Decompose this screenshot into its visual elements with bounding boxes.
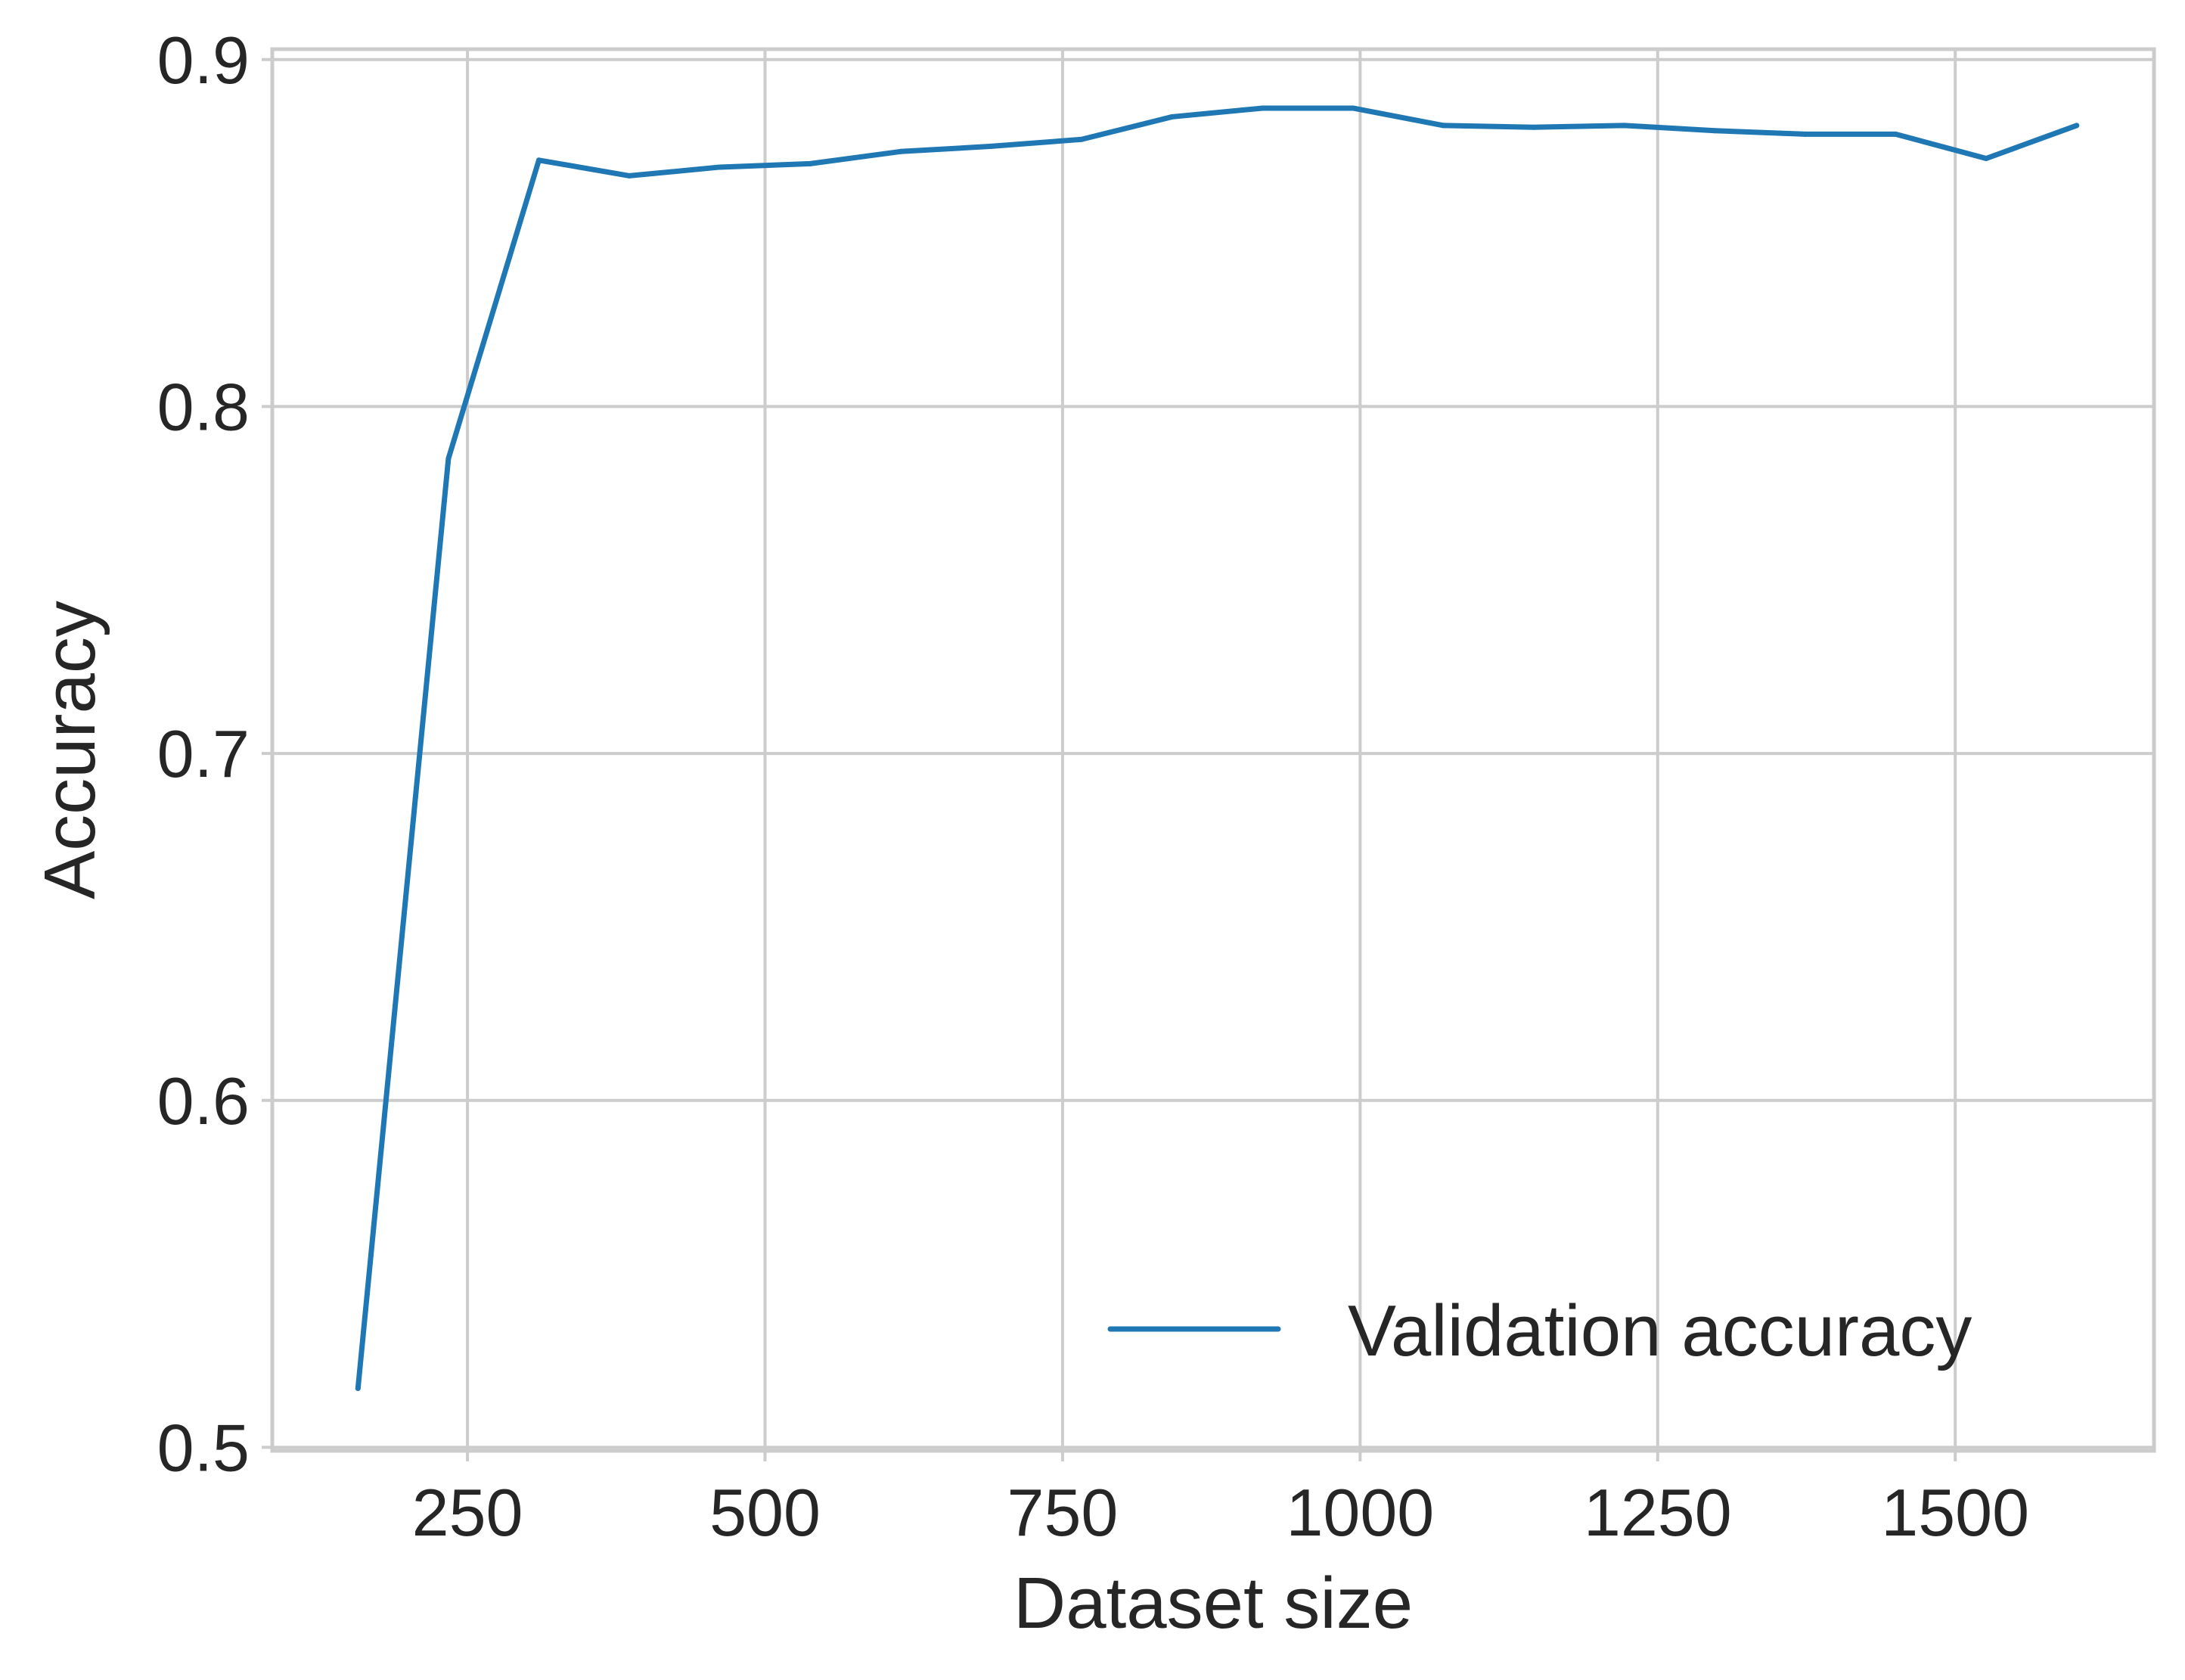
data-point-0-18: [1983, 155, 1989, 161]
y-tick-label-0.6: 0.6: [157, 1064, 250, 1138]
y-axis-label: Accuracy: [29, 601, 110, 899]
data-point-0-12: [1441, 123, 1447, 129]
data-point-0-9: [1169, 113, 1175, 120]
data-point-0-16: [1802, 131, 1808, 137]
y-tick-label-0.7: 0.7: [157, 716, 250, 791]
axis-labels-layer: Dataset size Accuracy: [29, 601, 1413, 1644]
series-line-0: [355, 105, 2080, 1391]
x-axis-label: Dataset size: [1013, 1563, 1413, 1644]
legend-label: Validation accuracy: [1348, 1290, 1972, 1371]
x-tick-label-1000: 1000: [1286, 1475, 1434, 1550]
x-tick-label-750: 750: [1007, 1475, 1119, 1550]
data-point-0-5: [807, 160, 813, 166]
legend: Validation accuracy: [1107, 1290, 1972, 1371]
grid-layer: [272, 49, 2154, 1451]
x-tick-label-250: 250: [412, 1475, 523, 1550]
data-point-0-15: [1712, 128, 1718, 134]
x-tick-label-1250: 1250: [1584, 1475, 1732, 1550]
data-point-0-4: [717, 164, 723, 170]
data-point-0-13: [1531, 124, 1537, 130]
data-point-0-17: [1893, 131, 1899, 137]
data-point-0-2: [536, 157, 542, 163]
x-tick-label-500: 500: [709, 1475, 821, 1550]
series-layer: [355, 105, 2080, 1391]
data-point-0-7: [989, 143, 995, 149]
y-tick-label-0.9: 0.9: [157, 23, 250, 98]
data-point-0-0: [355, 1385, 361, 1391]
y-tick-label-0.8: 0.8: [157, 369, 250, 444]
data-point-0-19: [2074, 123, 2080, 129]
data-point-0-10: [1259, 105, 1265, 111]
data-point-0-11: [1350, 105, 1356, 111]
data-point-0-6: [898, 148, 904, 154]
plot-border: [270, 47, 2156, 1453]
y-tick-label-0.5: 0.5: [157, 1410, 250, 1485]
data-point-0-14: [1622, 123, 1628, 129]
data-point-0-3: [626, 172, 632, 179]
x-tick-label-1500: 1500: [1881, 1475, 2029, 1550]
data-point-0-1: [445, 455, 452, 461]
data-point-0-8: [1079, 136, 1085, 142]
plot-frame: [270, 47, 2156, 1453]
ticks-layer: 250 500 750 1000 1250 1500 0.5 0.6 0.7 0.8 0.9: [157, 23, 2029, 1550]
